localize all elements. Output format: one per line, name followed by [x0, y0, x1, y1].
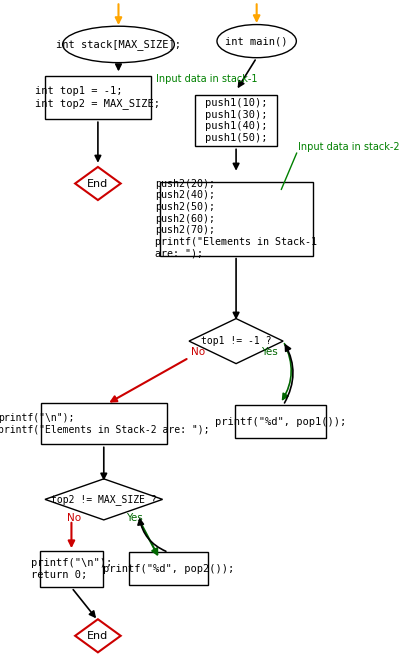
Text: printf("\n");
printf("Elements in Stack-2 are: ");: printf("\n"); printf("Elements in Stack-… — [0, 413, 209, 435]
Text: No: No — [67, 513, 81, 523]
Text: Input data in stack-2: Input data in stack-2 — [298, 142, 399, 152]
Polygon shape — [45, 479, 162, 520]
Text: Yes: Yes — [126, 513, 142, 523]
FancyBboxPatch shape — [160, 182, 312, 255]
Text: printf("\n");
return 0;: printf("\n"); return 0; — [31, 558, 112, 580]
FancyBboxPatch shape — [45, 76, 151, 119]
Polygon shape — [189, 319, 283, 364]
FancyBboxPatch shape — [195, 94, 277, 146]
Text: Yes: Yes — [261, 347, 278, 357]
Text: Input data in stack-1: Input data in stack-1 — [156, 74, 257, 84]
Text: printf("%d", pop1());: printf("%d", pop1()); — [215, 417, 346, 427]
Text: int top1 = -1;
int top2 = MAX_SIZE;: int top1 = -1; int top2 = MAX_SIZE; — [36, 86, 160, 108]
FancyBboxPatch shape — [235, 406, 326, 438]
Ellipse shape — [217, 25, 296, 58]
Text: push2(20);
push2(40);
push2(50);
push2(60);
push2(70);
printf("Elements in Stack: push2(20); push2(40); push2(50); push2(6… — [155, 179, 317, 259]
Text: top1 != -1 ?: top1 != -1 ? — [201, 336, 271, 346]
FancyBboxPatch shape — [40, 551, 103, 587]
Text: push1(10);
push1(30);
push1(40);
push1(50);: push1(10); push1(30); push1(40); push1(5… — [205, 98, 267, 143]
Text: End: End — [87, 631, 109, 641]
FancyBboxPatch shape — [41, 404, 167, 444]
Ellipse shape — [63, 26, 174, 63]
Text: int stack[MAX_SIZE];: int stack[MAX_SIZE]; — [56, 39, 181, 50]
Text: int main(): int main() — [225, 36, 288, 46]
Text: End: End — [87, 178, 109, 188]
Polygon shape — [75, 167, 120, 200]
Text: No: No — [191, 347, 205, 357]
FancyBboxPatch shape — [129, 553, 208, 585]
Polygon shape — [75, 619, 120, 652]
Text: top2 != MAX_SIZE ?: top2 != MAX_SIZE ? — [51, 494, 157, 505]
Text: printf("%d", pop2());: printf("%d", pop2()); — [103, 564, 234, 574]
